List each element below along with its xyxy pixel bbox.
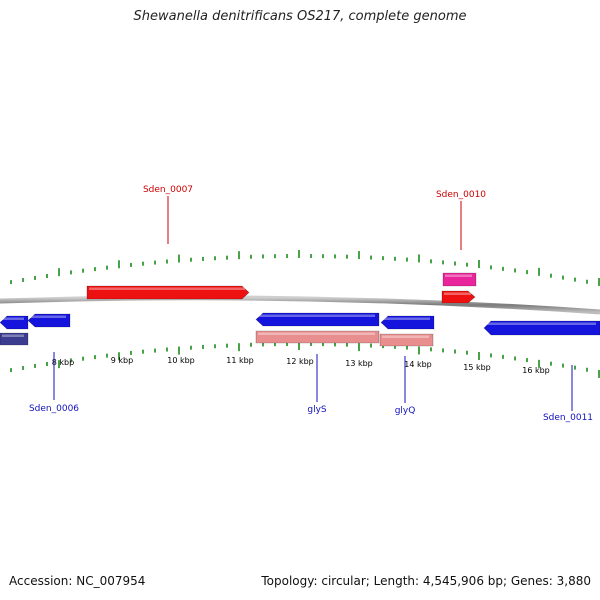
gene-label[interactable]: glyS (307, 405, 327, 415)
gene-feature[interactable] (255, 330, 380, 344)
scale-labels: 8 kbp 9 kbp 10 kbp 11 kbp 12 kbp 13 kbp 14 kbp… (52, 356, 550, 375)
genome-backbone (0, 295, 600, 315)
feature-highlight (486, 322, 596, 325)
feature-highlight (30, 315, 66, 318)
gene-label[interactable]: Sden_0011 (543, 413, 593, 423)
gene-label[interactable]: Sden_0010 (436, 190, 486, 200)
feature-highlight (383, 317, 430, 320)
feature-highlight (258, 332, 375, 335)
scale-label: 16 kbp (522, 366, 550, 375)
feature-highlight (2, 317, 24, 320)
features[interactable] (0, 272, 600, 347)
gene-feature[interactable] (441, 290, 476, 304)
feature-highlight (258, 314, 375, 317)
gene-feature[interactable] (380, 315, 435, 330)
gene-feature[interactable] (483, 320, 600, 336)
gene-label[interactable]: glyQ (395, 406, 416, 416)
scale-label: 8 kbp (52, 358, 74, 367)
scale-label: 12 kbp (286, 357, 314, 366)
gene-feature[interactable] (27, 313, 71, 328)
feature-highlight (382, 335, 429, 338)
scale-label: 10 kbp (167, 356, 195, 365)
feature-highlight (89, 287, 245, 290)
gene-feature[interactable] (0, 315, 29, 330)
ruler-ticks (10, 250, 600, 378)
gene-label[interactable]: Sden_0006 (29, 404, 79, 414)
gene-feature[interactable] (255, 312, 380, 327)
feature-highlight (444, 292, 471, 295)
feature-highlight (2, 334, 24, 337)
scale-label: 13 kbp (345, 359, 373, 368)
gene-label[interactable]: Sden_0007 (143, 185, 193, 195)
gene-feature[interactable] (442, 272, 477, 287)
scale-label: 9 kbp (111, 356, 133, 365)
scale-label: 11 kbp (226, 356, 254, 365)
map-title: Shewanella denitrificans OS217, complete… (133, 9, 467, 24)
gene-feature[interactable] (86, 285, 250, 300)
accession-text: Accession: NC_007954 (9, 574, 146, 588)
scale-label: 14 kbp (404, 360, 432, 369)
feature-highlight (445, 274, 472, 277)
scale-label: 15 kbp (463, 363, 491, 372)
gene-feature[interactable] (379, 333, 434, 347)
genome-summary-text: Topology: circular; Length: 4,545,906 bp… (261, 574, 591, 588)
gene-labels[interactable]: Sden_0007 Sden_0010 Sden_0006 glyS glyQ Sden_… (29, 185, 593, 423)
gene-feature[interactable] (0, 332, 29, 346)
